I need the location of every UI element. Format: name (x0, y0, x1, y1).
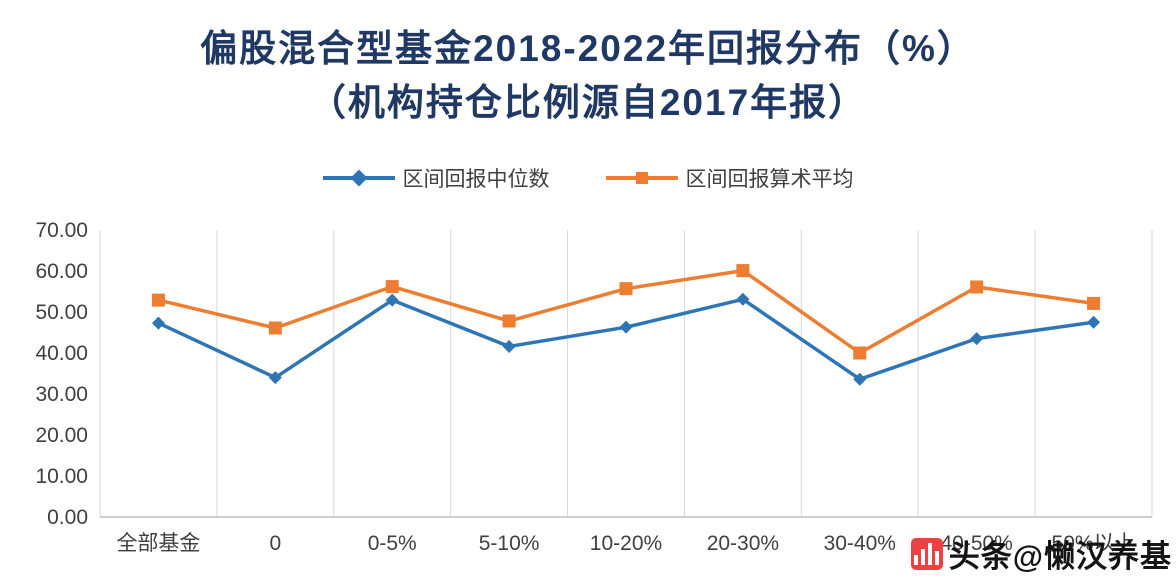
watermark: 头条@懒汉养基 (910, 531, 1172, 576)
diamond-marker-icon (385, 293, 399, 307)
legend-swatch-mean (605, 172, 678, 184)
y-tick-label: 20.00 (35, 424, 88, 447)
diamond-marker-icon (619, 320, 633, 334)
chart-title-line2: （机构持仓比例源自2017年报） (308, 81, 868, 123)
chart-title-line1: 偏股混合型基金2018-2022年回报分布（%） (200, 28, 976, 69)
x-tick-label: 0-5% (368, 532, 417, 555)
diamond-marker-icon (268, 371, 282, 385)
chart-legend: 区间回报中位数 区间回报算术平均 (0, 163, 1176, 193)
legend-label-median: 区间回报中位数 (402, 168, 550, 191)
square-marker-icon (502, 314, 516, 328)
square-marker-icon (635, 172, 648, 184)
x-tick-label: 全部基金 (116, 532, 200, 555)
legend-item-median: 区间回报中位数 (322, 163, 550, 193)
x-tick-label: 10-20% (590, 532, 662, 555)
square-marker-icon (1087, 296, 1101, 310)
x-tick-label: 20-30% (707, 532, 779, 555)
y-tick-label: 70.00 (35, 219, 88, 242)
square-marker-icon (736, 264, 750, 278)
legend-label-mean: 区间回报算术平均 (685, 168, 854, 191)
x-tick-label: 50%以上 (1052, 532, 1136, 555)
x-tick-label: 30-40% (824, 532, 896, 555)
square-marker-icon (151, 293, 165, 307)
square-marker-icon (853, 346, 867, 360)
square-marker-icon (970, 280, 984, 294)
square-marker-icon (619, 282, 633, 296)
y-tick-label: 30.00 (35, 383, 88, 406)
diamond-marker-icon (736, 292, 750, 306)
square-marker-icon (385, 280, 399, 294)
legend-item-mean: 区间回报算术平均 (605, 163, 854, 193)
diamond-marker-icon (151, 316, 165, 330)
diamond-marker-icon (970, 332, 984, 346)
square-marker-icon (268, 321, 282, 335)
diamond-marker-icon (853, 372, 867, 386)
y-tick-label: 10.00 (35, 465, 88, 488)
watermark-text: 头条@懒汉养基 (948, 539, 1172, 574)
y-tick-label: 0.00 (47, 506, 88, 529)
diamond-marker-icon (1087, 315, 1101, 329)
y-tick-label: 40.00 (35, 342, 88, 365)
toutiao-logo-icon (910, 537, 943, 570)
chart-title: 偏股混合型基金2018-2022年回报分布（%） （机构持仓比例源自2017年报… (0, 22, 1176, 129)
x-tick-label: 40-50% (940, 532, 1012, 555)
y-tick-label: 60.00 (35, 260, 88, 283)
legend-swatch-median (322, 169, 395, 187)
y-tick-label: 50.00 (35, 301, 88, 324)
series-line-diamond (157, 297, 1094, 381)
x-tick-label: 5-10% (479, 532, 540, 555)
diamond-marker-icon (502, 339, 516, 353)
x-tick-label: 0 (269, 532, 281, 555)
